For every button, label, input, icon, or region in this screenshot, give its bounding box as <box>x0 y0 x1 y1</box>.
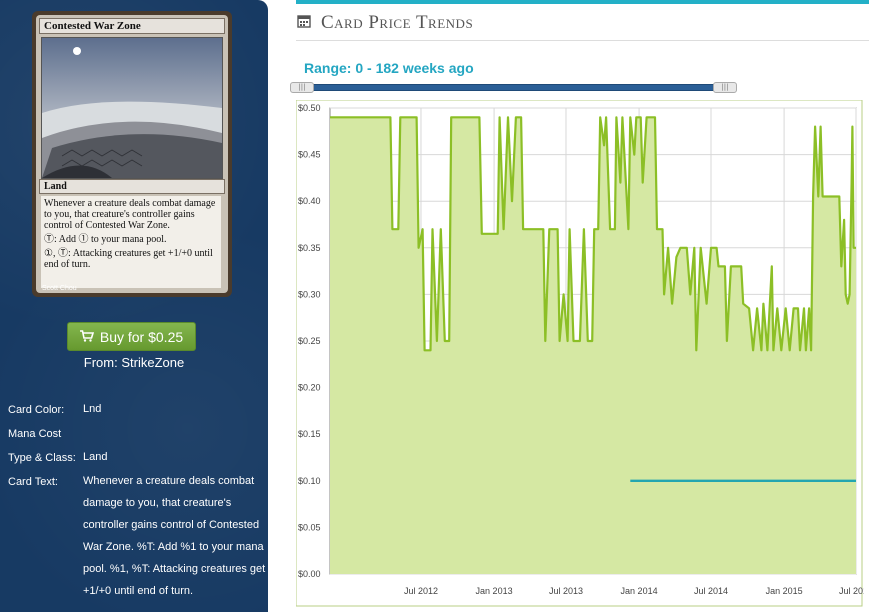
title-divider <box>296 40 869 41</box>
y-tick-label: $0.10 <box>298 476 321 486</box>
card-rules-line: Whenever a creature deals combat damage … <box>44 198 216 231</box>
card-artist: Scott Chou <box>42 285 77 292</box>
x-tick-label: Jan 2014 <box>621 586 658 596</box>
prop-value <box>83 422 268 446</box>
prop-label: Card Text: <box>8 476 58 488</box>
price-chart: $0.00 $0.05 $0.10 $0.15 $0.20 $0.25 $0.30 $0.35… <box>295 99 873 608</box>
y-tick-label: $0.00 <box>298 569 321 579</box>
x-tick-label: Jul 2012 <box>404 586 438 596</box>
x-tick-label: Jan 2015 <box>766 586 803 596</box>
prop-value: Land <box>83 451 108 463</box>
y-tick-label: $0.15 <box>298 429 321 439</box>
accent-bar <box>296 0 869 4</box>
cart-icon <box>79 329 94 345</box>
prop-label: Type & Class: <box>8 452 76 464</box>
prop-label: Card Color: <box>8 404 65 416</box>
y-tick-label: $0.05 <box>298 522 321 532</box>
card-rules-text: Whenever a creature deals combat damage … <box>41 196 221 288</box>
y-tick-label: $0.35 <box>298 243 321 253</box>
range-slider[interactable]: ||| ||| <box>290 82 737 93</box>
y-tick-label: $0.25 <box>298 336 321 346</box>
price-area <box>330 117 856 575</box>
x-tick-label: Jul 2014 <box>694 586 728 596</box>
y-tick-label: $0.30 <box>298 289 321 299</box>
buy-button-label: Buy for $0.25 <box>99 328 184 345</box>
page-title-text: Card Price Trends <box>321 12 474 33</box>
card-name: Contested War Zone <box>39 18 225 34</box>
range-label: Range: 0 - 182 weeks ago <box>304 60 474 76</box>
calendar-icon <box>297 12 311 34</box>
x-tick-label: Jan 2013 <box>476 586 513 596</box>
card-rules-line: Ⓣ: Add ① to your mana pool. <box>44 234 167 245</box>
prop-value: Lnd <box>83 403 102 415</box>
y-tick-label: $0.20 <box>298 383 321 393</box>
y-tick-label: $0.50 <box>298 103 321 113</box>
card-type-line: Land <box>39 179 225 194</box>
range-slider-handle-start[interactable]: ||| <box>290 82 314 93</box>
prop-row-color: Card Color: Lnd <box>8 398 268 422</box>
range-slider-handle-end[interactable]: ||| <box>713 82 737 93</box>
prop-value: Whenever a creature deals combat damage … <box>83 475 266 597</box>
x-tick-label: Jul 2013 <box>549 586 583 596</box>
sidebar: Contested War Zone <box>0 0 268 612</box>
card-properties: Card Color: Lnd Mana Cost Type & Class: … <box>8 398 268 602</box>
price-line <box>330 116 856 352</box>
prop-row-mana-cost: Mana Cost <box>8 422 268 446</box>
price-chart-svg: $0.00 $0.05 $0.10 $0.15 $0.20 $0.25 $0.30 $0.35… <box>295 99 873 607</box>
y-tick-label: $0.40 <box>298 196 321 206</box>
range-slider-track[interactable] <box>290 84 737 91</box>
y-tick-label: $0.45 <box>298 150 321 160</box>
prop-row-type: Type & Class: Land <box>8 446 268 470</box>
card-image: Contested War Zone <box>32 11 232 297</box>
buy-button[interactable]: Buy for $0.25 <box>67 322 196 351</box>
page-title: Card Price Trends <box>297 12 473 34</box>
prop-label: Mana Cost <box>8 428 62 440</box>
card-rules-line: ①, Ⓣ: Attacking creatures get +1/+0 unti… <box>44 248 213 270</box>
seller-label: From: StrikeZone <box>83 355 185 370</box>
card-art <box>41 37 223 179</box>
prop-row-text: Card Text: Whenever a creature deals com… <box>8 470 268 602</box>
x-tick-label: Jul 2015 <box>839 586 864 596</box>
